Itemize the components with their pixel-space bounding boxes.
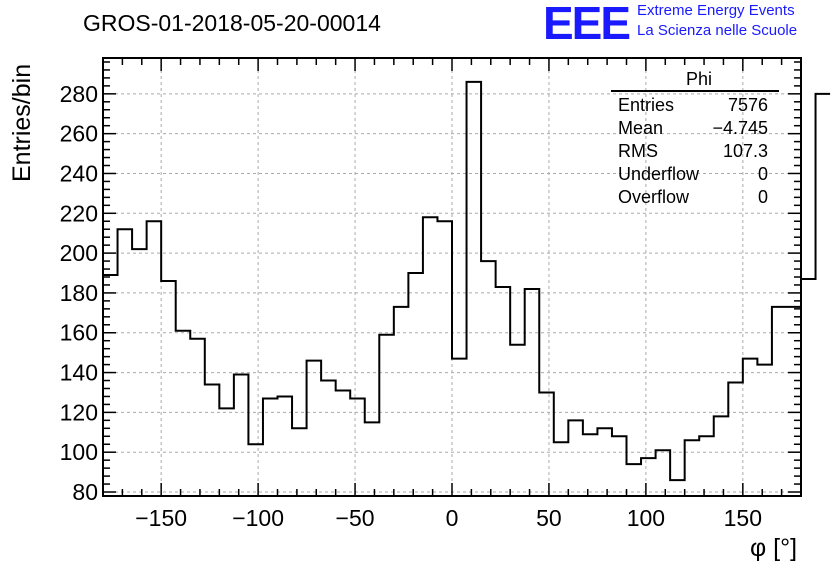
stats-row-overflow: Overflow 0 (611, 186, 779, 209)
x-tick-label: 150 (724, 505, 762, 531)
y-tick-label: 80 (72, 479, 98, 505)
stats-row-mean: Mean −4.745 (611, 117, 779, 140)
x-tick-label: 50 (536, 505, 562, 531)
stats-label: RMS (618, 141, 658, 161)
x-tick-label: −50 (336, 505, 375, 531)
logo-line-1: Extreme Energy Events (637, 2, 795, 19)
logo-line-2: La Scienza nelle Scuole (637, 22, 798, 39)
y-tick-label: 280 (60, 81, 98, 107)
y-axis-label: Entries/bin (8, 63, 36, 182)
eee-logo: EEE (543, 0, 631, 49)
stats-row-rms: RMS 107.3 (611, 140, 779, 163)
y-tick-label: 240 (60, 160, 98, 186)
stats-row-underflow: Underflow 0 (611, 163, 779, 186)
x-tick-label: 100 (627, 505, 665, 531)
y-tick-label: 220 (60, 200, 98, 226)
chart-title: GROS-01-2018-05-20-00014 (83, 10, 381, 36)
x-tick-label: −100 (232, 505, 284, 531)
x-axis: −150 −100 −50 0 50 100 150 (121, 58, 783, 531)
y-axis: 80 100 120 140 160 180 200 220 240 260 280 (60, 61, 801, 505)
y-tick-label: 100 (60, 439, 98, 465)
stats-row-entries: Entries 7576 (611, 94, 779, 117)
y-tick-label: 160 (60, 320, 98, 346)
y-tick-label: 180 (60, 280, 98, 306)
stats-box-title: Phi (685, 69, 712, 89)
x-axis-label: φ [°] (750, 534, 798, 562)
y-tick-label: 120 (60, 399, 98, 425)
y-tick-label: 260 (60, 121, 98, 147)
stats-box: Phi Entries 7576 Mean −4.745 RMS 107.3 U… (611, 69, 779, 209)
stats-box-divider (611, 90, 779, 92)
stats-value: −4.745 (712, 118, 768, 138)
x-tick-label: 0 (446, 505, 459, 531)
stats-label: Mean (618, 118, 664, 138)
histogram-step-line (103, 80, 831, 482)
stats-label: Overflow (618, 187, 690, 207)
stats-value: 7576 (727, 95, 768, 115)
stats-value: 107.3 (722, 141, 768, 161)
stats-label: Entries (618, 95, 675, 115)
y-tick-label: 200 (60, 240, 98, 266)
stats-label: Underflow (618, 164, 700, 184)
stats-value: 0 (757, 187, 768, 207)
stats-value: 0 (757, 164, 768, 184)
x-tick-label: −150 (135, 505, 187, 531)
y-tick-label: 140 (60, 360, 98, 386)
